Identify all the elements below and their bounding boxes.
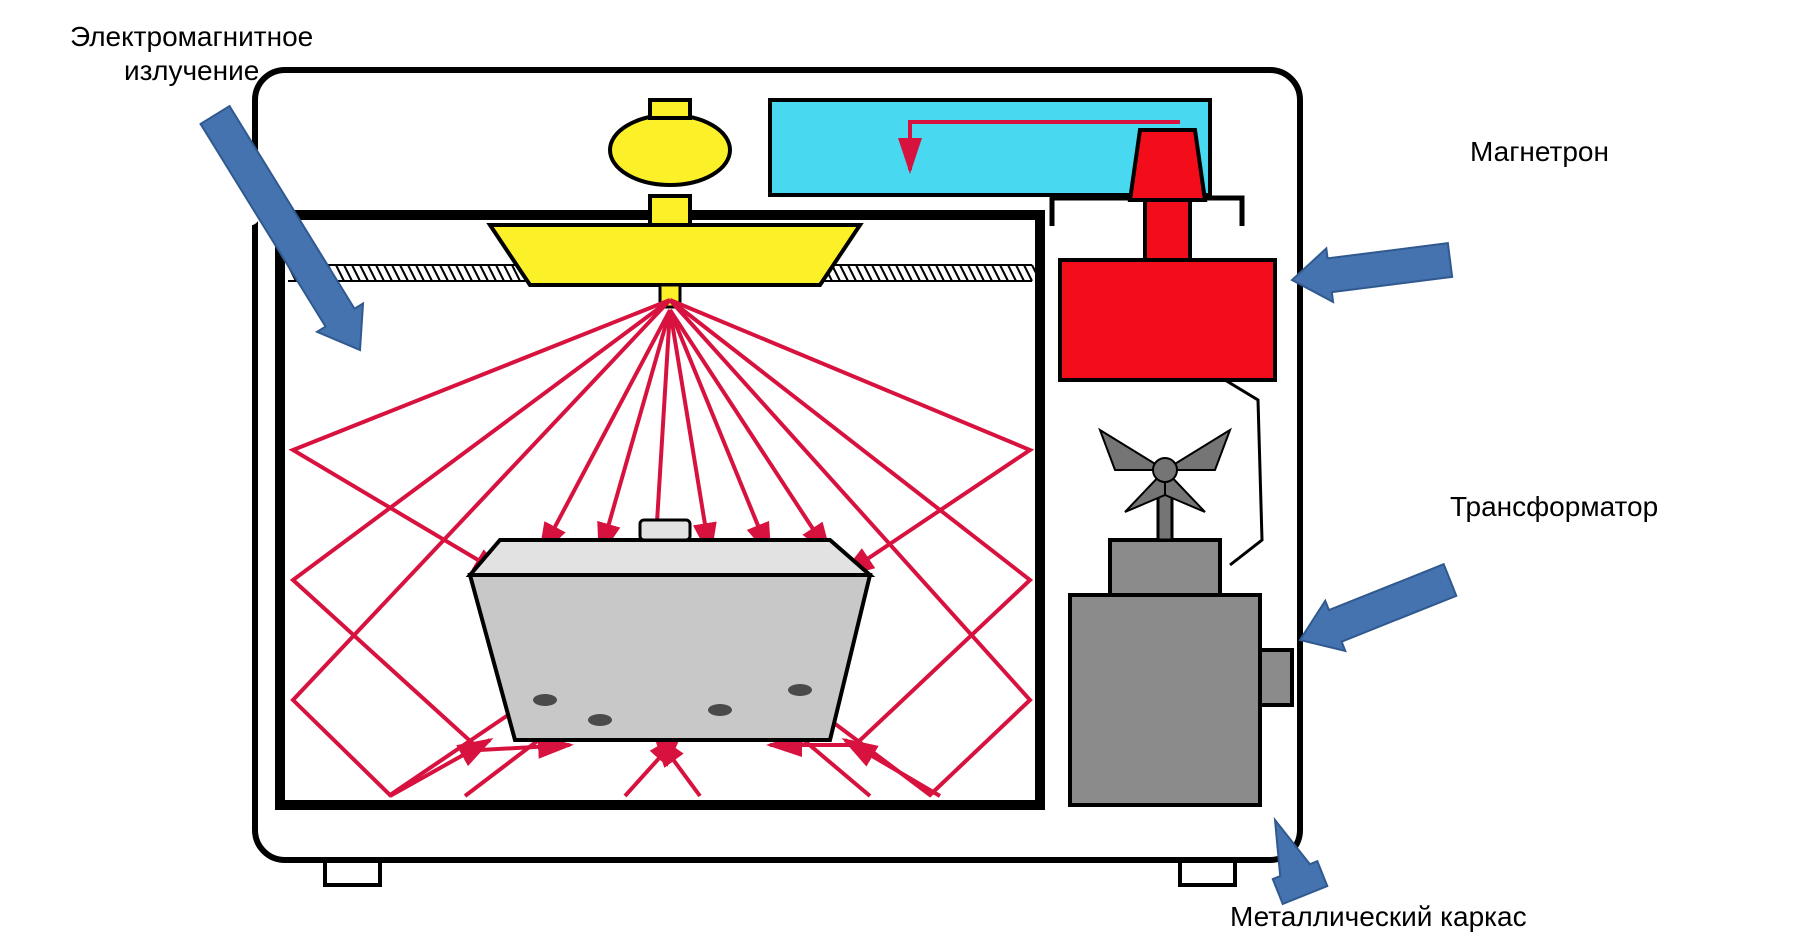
stirrer-plate [490, 225, 860, 285]
transformer-top [1110, 540, 1220, 595]
food-fleck-0 [533, 694, 557, 706]
stirrer-knob [650, 100, 690, 118]
foot-1 [1180, 860, 1235, 885]
callout-arrow-magnetron [1289, 233, 1454, 307]
stirrer-shaft [650, 196, 690, 225]
hv-wire [1225, 380, 1262, 565]
stirrer-cap [610, 115, 730, 185]
magnetron-body [1060, 260, 1275, 380]
fan-hub [1153, 458, 1177, 482]
magnetron-neck [1145, 200, 1190, 260]
food-fleck-3 [788, 684, 812, 696]
label-radiation: Электромагнитное излучение [70, 20, 313, 87]
food-fleck-1 [588, 714, 612, 726]
food-fleck-2 [708, 704, 732, 716]
label-frame: Металлический каркас [1230, 900, 1527, 934]
label-transformer: Трансформатор [1450, 490, 1658, 524]
transformer-body [1070, 595, 1260, 805]
food-body [470, 575, 870, 740]
callout-arrow-transformer [1290, 555, 1460, 665]
diagram-stage: Электромагнитное излучение Магнетрон Тра… [0, 0, 1800, 948]
label-magnetron: Магнетрон [1470, 135, 1609, 169]
magnetron-cap [1130, 130, 1205, 200]
foot-0 [325, 860, 380, 885]
food-lid [470, 540, 870, 575]
transformer-terminal [1260, 650, 1292, 705]
food-handle [640, 520, 690, 540]
